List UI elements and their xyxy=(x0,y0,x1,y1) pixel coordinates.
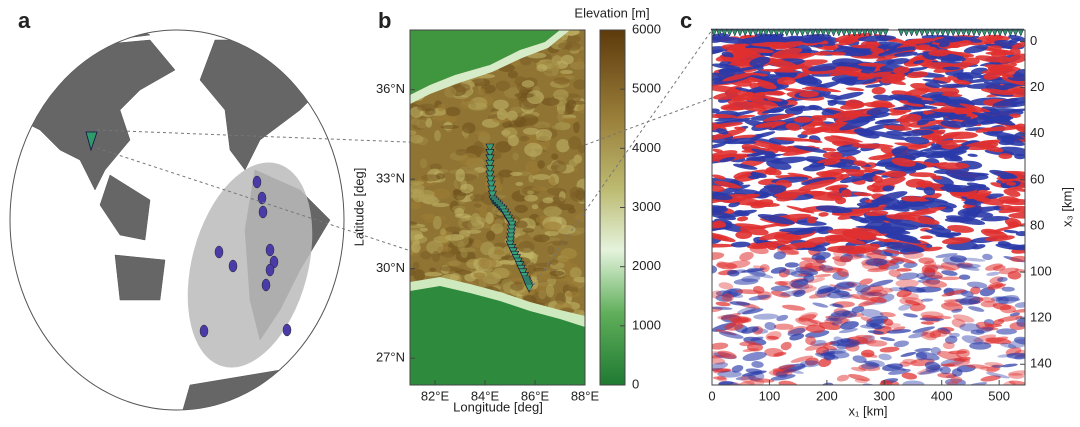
y-tick-label: 100 xyxy=(1030,263,1052,278)
y-tick-label: 140 xyxy=(1030,356,1052,371)
panel-label: c xyxy=(680,8,692,33)
colorbar-tick-label: 4000 xyxy=(632,140,661,155)
x-tick-label: 82°E xyxy=(421,388,450,403)
y-tick-label: 20 xyxy=(1030,79,1044,94)
colorbar-tick-label: 0 xyxy=(632,376,639,391)
y-tick-label: 36°N xyxy=(376,81,405,96)
colorbar-tick-label: 3000 xyxy=(632,199,661,214)
colorbar-axis: 0 1000 2000 3000 4000 5000 6000 xyxy=(620,21,661,391)
x-tick-label: 100 xyxy=(759,388,781,403)
colorbar-tick-label: 1000 xyxy=(632,317,661,332)
y-tick-label: 80 xyxy=(1030,217,1044,232)
globe xyxy=(9,29,531,411)
colorbar-tick-label: 5000 xyxy=(632,81,661,96)
y-axis-label: Latitude [deg] xyxy=(351,168,366,247)
panel-label: a xyxy=(18,8,31,33)
y-tick-label: 60 xyxy=(1030,171,1044,186)
colorbar-tick-label: 6000 xyxy=(632,21,661,36)
x-tick-label: 400 xyxy=(931,388,953,403)
y-tick-label: 120 xyxy=(1030,310,1052,325)
x-tick-label: 88°E xyxy=(571,388,600,403)
map-frame xyxy=(409,29,586,386)
y-axis-label: x₃ [km] xyxy=(1059,187,1074,227)
y-tick-label: 0 xyxy=(1030,33,1037,48)
x-tick-label: 86°E xyxy=(521,388,550,403)
x-axis-label: Longitude [deg] xyxy=(453,399,543,414)
panel-label: b xyxy=(378,8,391,33)
x-tick-label: 84°E xyxy=(471,388,500,403)
x-tick-label: 300 xyxy=(873,388,895,403)
connector xyxy=(529,29,713,291)
axes-b: 82°E 84°E 86°E 88°E 27°N 30°N 33°N 36°N xyxy=(376,81,600,403)
y-tick-label: 40 xyxy=(1030,125,1044,140)
y-tick-label: 30°N xyxy=(376,260,405,275)
elevation-map xyxy=(410,30,585,385)
axes-c: 0 100 200 300 400 500 0 20 40 60 80 100 120 140 xyxy=(708,33,1051,403)
colorbar-label: Elevation [m] xyxy=(574,5,649,20)
x-tick-label: 500 xyxy=(988,388,1010,403)
x-tick-label: 0 xyxy=(708,388,715,403)
y-tick-label: 27°N xyxy=(376,350,405,365)
seismic-image xyxy=(712,32,1025,385)
y-tick-label: 33°N xyxy=(376,171,405,186)
stations-c xyxy=(710,28,1025,37)
colorbar-tick-label: 2000 xyxy=(632,258,661,273)
x-tick-label: 200 xyxy=(816,388,838,403)
image-frame xyxy=(711,29,1026,386)
x-axis-label: x₁ [km] xyxy=(848,403,887,418)
